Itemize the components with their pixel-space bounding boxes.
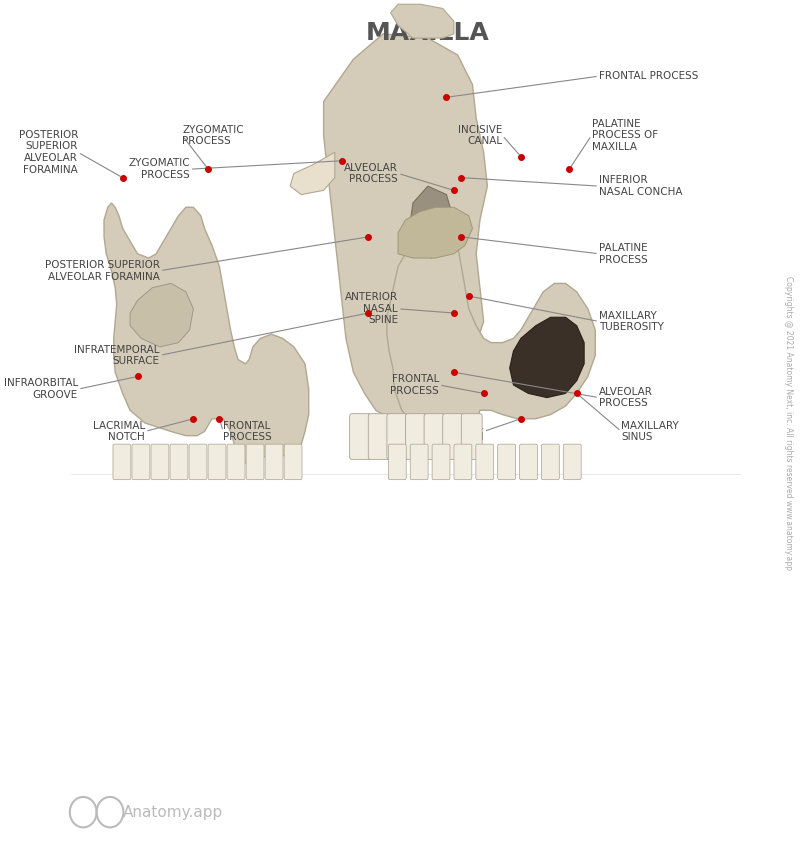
FancyBboxPatch shape — [189, 444, 207, 480]
FancyBboxPatch shape — [476, 444, 494, 480]
Text: ALVEOLAR
PROCESS: ALVEOLAR PROCESS — [344, 162, 398, 184]
Polygon shape — [324, 34, 487, 423]
FancyBboxPatch shape — [498, 444, 515, 480]
Text: LACRIMAL
NOTCH: LACRIMAL NOTCH — [431, 420, 484, 442]
FancyBboxPatch shape — [132, 444, 150, 480]
Text: INFRAORBITAL
GROOVE: INFRAORBITAL GROOVE — [4, 378, 78, 400]
FancyBboxPatch shape — [462, 414, 482, 459]
Text: MAXILLARY
SINUS: MAXILLARY SINUS — [622, 420, 679, 442]
FancyBboxPatch shape — [424, 414, 445, 459]
FancyBboxPatch shape — [368, 414, 389, 459]
FancyBboxPatch shape — [113, 444, 131, 480]
FancyBboxPatch shape — [284, 444, 302, 480]
FancyBboxPatch shape — [350, 414, 370, 459]
Polygon shape — [130, 283, 194, 347]
FancyBboxPatch shape — [265, 444, 283, 480]
Text: PALATINE
PROCESS OF
MAXILLA: PALATINE PROCESS OF MAXILLA — [591, 118, 658, 152]
Text: ANTERIOR
NASAL
SPINE: ANTERIOR NASAL SPINE — [345, 292, 398, 326]
Text: LACRIMAL
NOTCH: LACRIMAL NOTCH — [93, 420, 145, 442]
FancyBboxPatch shape — [432, 444, 450, 480]
Text: MAXILLARY
TUBEROSITY: MAXILLARY TUBEROSITY — [599, 310, 664, 332]
FancyBboxPatch shape — [387, 414, 408, 459]
Text: ZYGOMATIC
PROCESS: ZYGOMATIC PROCESS — [182, 124, 244, 146]
FancyBboxPatch shape — [227, 444, 245, 480]
FancyBboxPatch shape — [388, 444, 406, 480]
Polygon shape — [398, 207, 473, 258]
Text: Copyrights @ 2021 Anatomy Next, inc. All rights reserved www.anatomy.app: Copyrights @ 2021 Anatomy Next, inc. All… — [784, 276, 794, 570]
FancyBboxPatch shape — [246, 444, 264, 480]
Polygon shape — [387, 207, 595, 436]
Text: FRONTAL
PROCESS: FRONTAL PROCESS — [390, 374, 439, 396]
FancyBboxPatch shape — [410, 444, 428, 480]
Text: ALVEOLAR
PROCESS: ALVEOLAR PROCESS — [599, 387, 653, 409]
Text: PALATINE
PROCESS: PALATINE PROCESS — [599, 243, 648, 265]
Text: FRONTAL
PROCESS: FRONTAL PROCESS — [223, 420, 272, 442]
FancyBboxPatch shape — [454, 444, 472, 480]
FancyBboxPatch shape — [442, 414, 463, 459]
Text: INCISIVE
CANAL: INCISIVE CANAL — [458, 124, 502, 146]
Text: FRONTAL PROCESS: FRONTAL PROCESS — [599, 71, 698, 81]
Text: POSTERIOR SUPERIOR
ALVEOLAR FORAMINA: POSTERIOR SUPERIOR ALVEOLAR FORAMINA — [45, 260, 160, 282]
Text: INFRATEMPORAL
SURFACE: INFRATEMPORAL SURFACE — [74, 344, 160, 366]
FancyBboxPatch shape — [542, 444, 559, 480]
FancyBboxPatch shape — [519, 444, 538, 480]
FancyBboxPatch shape — [151, 444, 169, 480]
FancyBboxPatch shape — [406, 414, 426, 459]
FancyBboxPatch shape — [208, 444, 226, 480]
Polygon shape — [104, 203, 309, 465]
Text: INFERIOR
NASAL CONCHA: INFERIOR NASAL CONCHA — [599, 175, 682, 197]
FancyBboxPatch shape — [563, 444, 581, 480]
Polygon shape — [290, 152, 334, 195]
Polygon shape — [510, 317, 584, 398]
Text: Anatomy.app: Anatomy.app — [122, 805, 223, 820]
Text: ZYGOMATIC
PROCESS: ZYGOMATIC PROCESS — [128, 158, 190, 180]
Polygon shape — [390, 4, 454, 38]
FancyBboxPatch shape — [170, 444, 188, 480]
Text: POSTERIOR
SUPERIOR
ALVEOLAR
FORAMINA: POSTERIOR SUPERIOR ALVEOLAR FORAMINA — [18, 130, 78, 174]
Text: MAXILLA: MAXILLA — [366, 21, 490, 45]
Polygon shape — [410, 186, 454, 258]
